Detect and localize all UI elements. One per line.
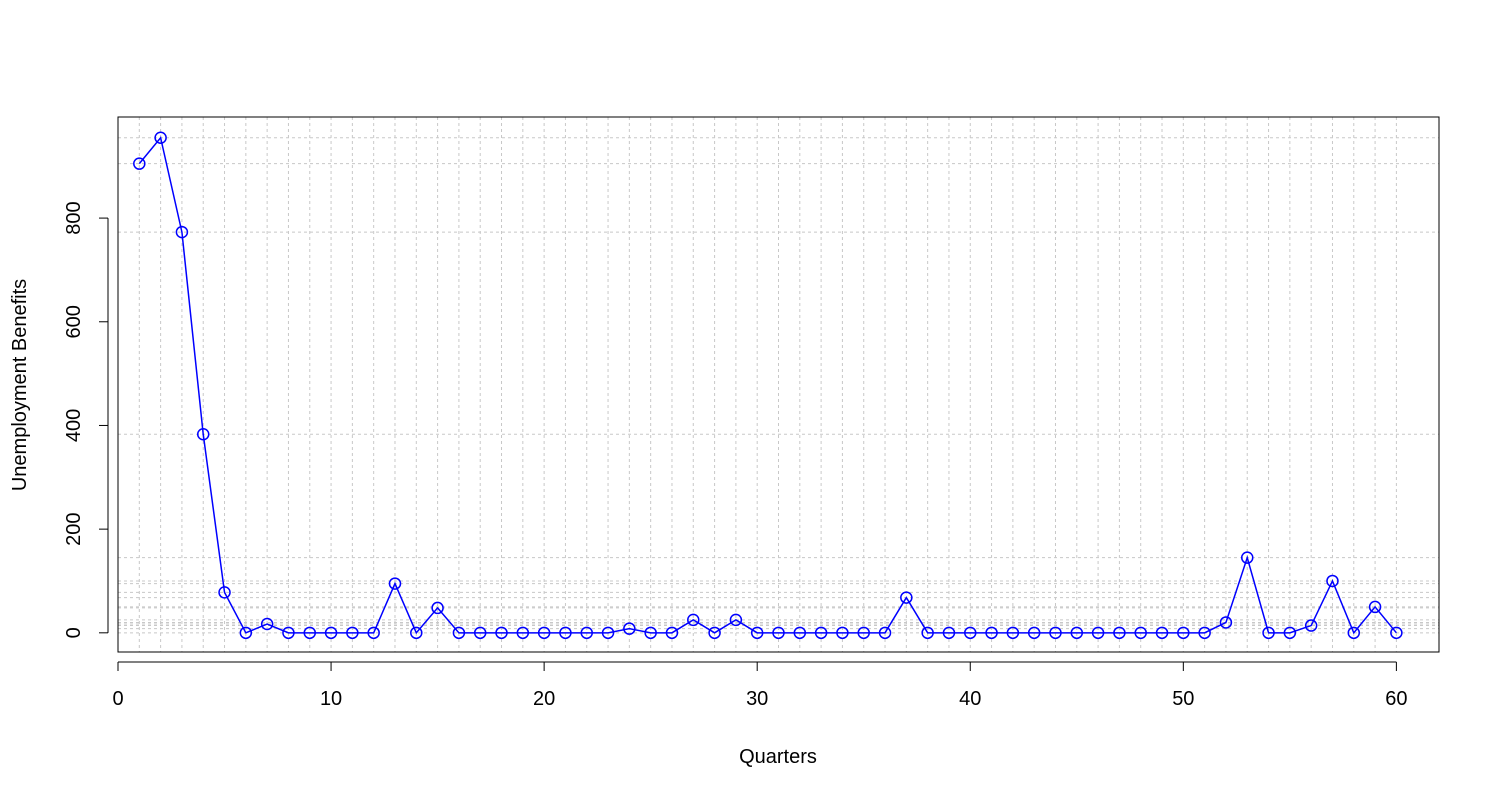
data-point bbox=[1219, 616, 1233, 629]
data-point bbox=[1283, 626, 1297, 640]
y-tick-label: 0 bbox=[63, 627, 85, 638]
data-point bbox=[857, 626, 870, 640]
data-point bbox=[452, 626, 466, 640]
data-point bbox=[196, 428, 210, 441]
data-point bbox=[708, 626, 721, 640]
x-tick-label: 10 bbox=[320, 688, 342, 710]
x-tick-label: 0 bbox=[112, 688, 123, 710]
data-point bbox=[218, 586, 231, 599]
data-point bbox=[282, 626, 295, 640]
data-point bbox=[729, 613, 743, 627]
x-tick-label: 40 bbox=[959, 688, 981, 710]
data-point bbox=[133, 157, 146, 170]
data-point bbox=[814, 626, 828, 640]
data-point bbox=[346, 626, 359, 640]
data-point bbox=[537, 626, 551, 640]
data-point bbox=[900, 591, 913, 604]
data-point bbox=[324, 626, 338, 640]
data-point bbox=[559, 626, 572, 640]
data-point bbox=[1347, 626, 1361, 640]
data-point bbox=[154, 131, 167, 144]
x-tick-label: 30 bbox=[746, 688, 768, 710]
data-point bbox=[431, 601, 444, 615]
data-point bbox=[580, 626, 593, 640]
series-layer bbox=[133, 131, 1403, 640]
series-line bbox=[138, 136, 1397, 635]
x-tick-label: 50 bbox=[1172, 688, 1194, 710]
data-point bbox=[1177, 626, 1190, 640]
data-point bbox=[985, 626, 998, 640]
data-point bbox=[1240, 551, 1254, 564]
data-point bbox=[772, 626, 785, 640]
data-point bbox=[836, 626, 849, 640]
data-point bbox=[1070, 626, 1084, 640]
y-axis: 0 200 400 600 800 bbox=[63, 201, 109, 638]
data-point bbox=[1049, 626, 1062, 640]
y-tick-label: 400 bbox=[63, 409, 85, 442]
data-point bbox=[878, 626, 892, 640]
y-axis-title: Unemployment Benefits bbox=[9, 279, 31, 491]
data-point bbox=[921, 626, 934, 640]
data-point bbox=[410, 626, 423, 640]
x-axis: 0 10 20 30 40 50 60 bbox=[112, 661, 1408, 710]
data-point bbox=[964, 626, 977, 640]
data-point bbox=[1368, 600, 1382, 614]
data-point bbox=[303, 626, 317, 640]
data-point bbox=[1113, 626, 1126, 640]
data-point bbox=[687, 613, 700, 627]
data-point bbox=[793, 626, 807, 640]
plot-area-frame bbox=[117, 116, 1440, 653]
data-point bbox=[644, 626, 657, 640]
y-tick-label: 800 bbox=[63, 201, 85, 234]
data-point bbox=[1134, 626, 1147, 640]
data-point bbox=[1326, 574, 1339, 588]
data-point bbox=[1006, 626, 1020, 640]
data-point bbox=[495, 626, 508, 640]
data-point bbox=[1198, 626, 1211, 640]
data-point bbox=[388, 577, 402, 590]
x-axis-title: Quarters bbox=[739, 746, 817, 768]
data-point bbox=[1390, 626, 1403, 640]
data-point bbox=[665, 626, 679, 640]
data-point bbox=[942, 626, 956, 640]
data-point bbox=[750, 626, 764, 640]
y-tick-label: 600 bbox=[63, 305, 85, 338]
data-point bbox=[260, 617, 274, 631]
data-point bbox=[1027, 626, 1041, 640]
data-point bbox=[516, 626, 530, 640]
grid bbox=[118, 117, 1439, 652]
data-point bbox=[367, 626, 380, 640]
data-point bbox=[1304, 619, 1318, 632]
data-point bbox=[601, 626, 615, 640]
x-tick-label: 20 bbox=[533, 688, 555, 710]
data-point bbox=[1091, 626, 1105, 640]
data-point bbox=[239, 626, 253, 640]
data-point bbox=[1155, 626, 1169, 640]
y-tick-label: 200 bbox=[63, 512, 85, 545]
data-point bbox=[1262, 626, 1275, 640]
x-tick-label: 60 bbox=[1385, 688, 1407, 710]
data-point bbox=[175, 225, 189, 239]
data-point bbox=[623, 622, 636, 635]
data-point bbox=[473, 626, 487, 640]
